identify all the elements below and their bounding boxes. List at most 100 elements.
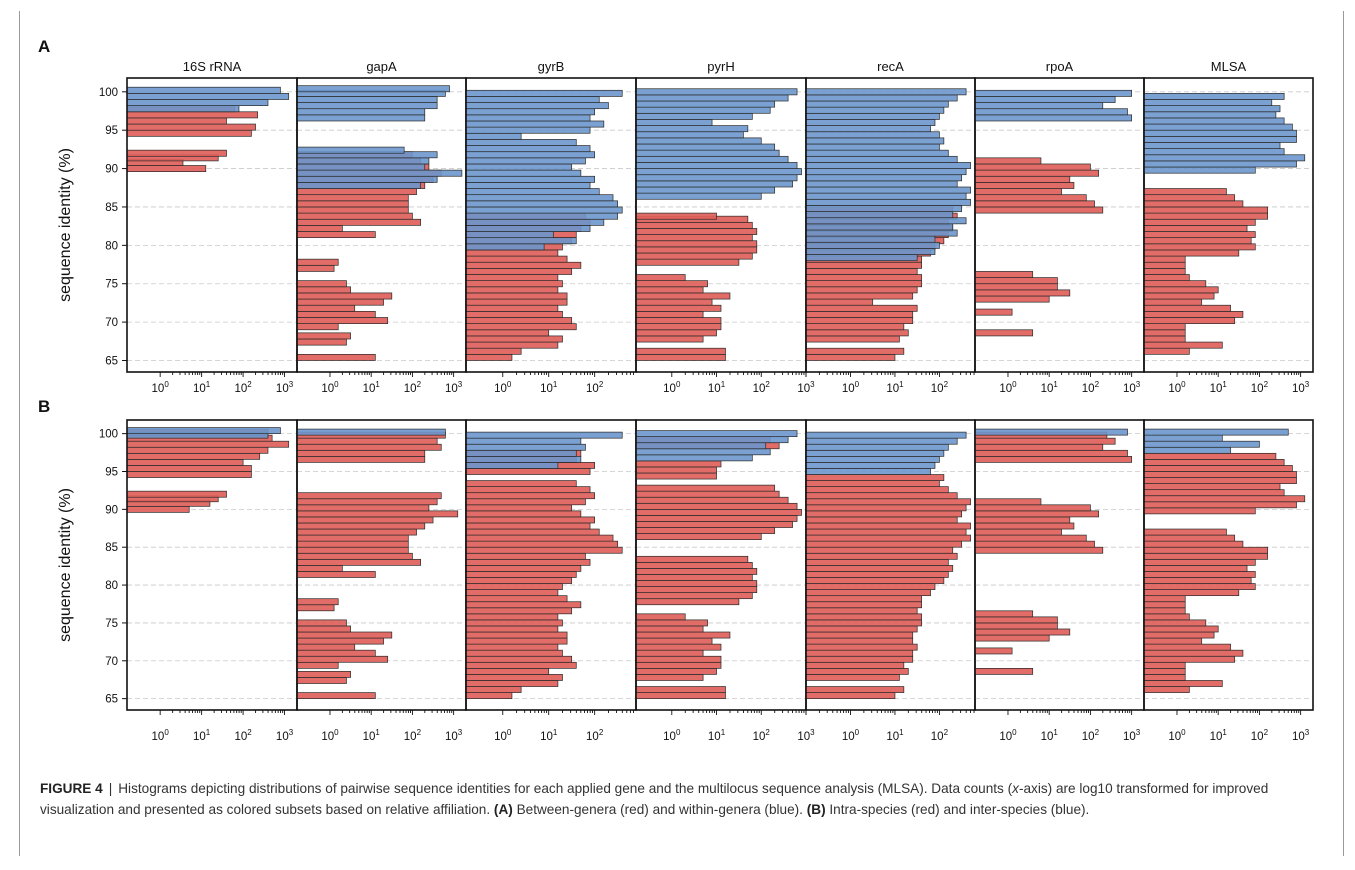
x-tick-base: 10	[234, 731, 247, 743]
histogram-bar	[296, 619, 347, 627]
x-tick-exponent: 1	[553, 728, 558, 737]
histogram-bar	[296, 516, 434, 524]
histogram-bar	[1143, 292, 1215, 300]
x-tick-exponent: 2	[1095, 728, 1100, 737]
histogram-bar	[126, 452, 261, 460]
histogram-bar	[974, 510, 1100, 518]
x-tick-exponent: 1	[1053, 380, 1058, 389]
histogram-bar	[635, 430, 798, 438]
histogram-bar	[296, 200, 409, 208]
histogram-bar	[1143, 335, 1186, 343]
histogram-bar	[635, 347, 726, 355]
histogram-bar	[805, 205, 963, 212]
histogram-bar	[296, 317, 389, 324]
histogram-bar	[805, 631, 914, 639]
histogram-bar	[1143, 194, 1236, 202]
histogram-bar	[635, 311, 704, 318]
histogram-bar	[465, 102, 609, 110]
histogram-bar	[805, 589, 931, 597]
x-tick-base: 10	[1251, 731, 1264, 743]
x-tick-exponent: 1	[899, 380, 904, 389]
histogram-bar	[635, 246, 758, 254]
histogram-bar	[1143, 206, 1269, 214]
x-tick-label: 100	[1168, 728, 1186, 743]
x-tick-exponent: 3	[1305, 728, 1310, 737]
histogram-bar	[296, 649, 376, 657]
caption-text-4: Intra-species (red) and inter-species (b…	[825, 802, 1090, 817]
histogram-bar	[805, 437, 958, 445]
histogram-bar	[465, 200, 618, 208]
x-tick-base: 10	[886, 731, 899, 743]
histogram-bar	[465, 268, 573, 275]
histogram-bar	[465, 298, 568, 306]
histogram-bar	[1143, 117, 1285, 125]
x-tick-label: 103	[797, 380, 815, 395]
histogram-bar	[635, 323, 722, 331]
y-tick-label: 95	[105, 125, 118, 137]
histogram-bar	[465, 151, 595, 159]
histogram-bar	[1143, 99, 1273, 106]
histogram-bar	[1143, 274, 1190, 282]
y-tick-label: 100	[99, 429, 118, 441]
histogram-bar	[1143, 218, 1256, 226]
subplot-16s-rrna: 100 101 102 103	[126, 419, 298, 743]
histogram-bar	[296, 231, 376, 239]
subplot-title: gapA	[366, 59, 397, 74]
histogram-bar	[1143, 135, 1297, 143]
x-tick-exponent: 2	[599, 728, 604, 737]
y-tick-label: 90	[105, 504, 118, 516]
histogram-bar	[465, 304, 559, 312]
histogram-bar	[635, 472, 717, 480]
histogram-bar	[635, 502, 798, 510]
x-tick-exponent: 3	[810, 380, 815, 389]
histogram-bar	[296, 280, 347, 288]
x-tick-exponent: 2	[417, 380, 422, 389]
x-tick-label: 101	[363, 728, 381, 743]
histogram-bar	[635, 442, 767, 450]
histogram-bar	[805, 595, 922, 603]
x-tick-base: 10	[586, 383, 599, 395]
x-tick-base: 10	[1082, 383, 1095, 395]
histogram-bar	[1143, 311, 1244, 318]
histogram-bar	[805, 443, 949, 451]
histogram-bar	[296, 449, 426, 457]
histogram-bar	[296, 292, 393, 300]
histogram-bar	[635, 619, 708, 627]
histogram-bar	[1143, 317, 1236, 324]
histogram-bar	[805, 274, 922, 282]
histogram-bar	[805, 217, 967, 225]
histogram-bar	[126, 505, 190, 513]
histogram-bar	[805, 462, 936, 469]
x-tick-base: 10	[663, 731, 676, 743]
x-tick-base: 10	[753, 383, 766, 395]
histogram-bar	[974, 200, 1095, 208]
histogram-bar	[296, 492, 442, 500]
histogram-bar	[635, 592, 753, 600]
histogram-bar	[465, 504, 573, 512]
x-tick-base: 10	[152, 731, 165, 743]
histogram-bar	[465, 443, 586, 451]
histogram-bar	[974, 449, 1128, 457]
histogram-bar	[805, 510, 963, 518]
x-tick-exponent: 1	[1053, 728, 1058, 737]
histogram-bar	[805, 474, 945, 481]
subplot-title: MLSA	[1211, 59, 1247, 74]
subplot-title: recA	[877, 59, 904, 74]
histogram-bar	[635, 180, 793, 188]
histogram-bar	[805, 223, 954, 231]
histogram-bar	[296, 108, 426, 116]
histogram-bar	[974, 647, 1013, 655]
histogram-bar	[1143, 489, 1285, 497]
histogram-bar	[805, 534, 971, 542]
histogram-bar	[805, 613, 922, 621]
histogram-bar	[465, 595, 568, 603]
histogram-bar	[974, 283, 1058, 291]
histogram-bar	[126, 93, 290, 100]
histogram-bar	[296, 643, 356, 651]
histogram-bar	[1143, 668, 1186, 675]
histogram-bar	[635, 508, 802, 516]
x-tick-exponent: 1	[721, 380, 726, 389]
histogram-bar	[1143, 341, 1223, 349]
